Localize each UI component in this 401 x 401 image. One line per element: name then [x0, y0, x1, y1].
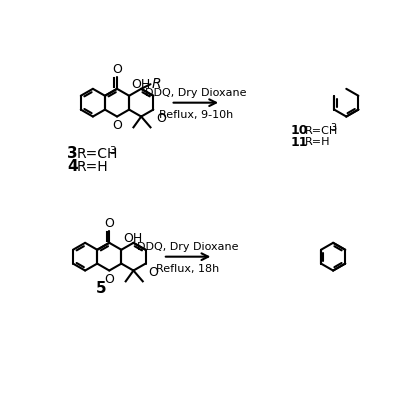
Text: R=H: R=H	[304, 137, 329, 147]
Text: OH: OH	[131, 77, 150, 90]
Text: O: O	[104, 272, 114, 286]
Text: DDQ, Dry Dioxane: DDQ, Dry Dioxane	[145, 87, 246, 97]
Text: DDQ, Dry Dioxane: DDQ, Dry Dioxane	[137, 241, 238, 251]
Text: O: O	[148, 265, 158, 278]
Text: 5: 5	[96, 280, 107, 295]
Text: R=CH: R=CH	[77, 146, 117, 160]
Text: 11: 11	[290, 136, 307, 148]
Text: O: O	[112, 119, 122, 132]
Text: O: O	[104, 216, 114, 229]
Text: Reflux, 9-10h: Reflux, 9-10h	[158, 109, 233, 119]
Text: 3: 3	[329, 123, 335, 133]
Text: OH: OH	[124, 231, 143, 244]
Text: 3: 3	[67, 146, 78, 161]
Text: 3: 3	[109, 146, 115, 156]
Text: 10: 10	[290, 124, 307, 137]
Text: R: R	[152, 77, 161, 91]
Text: R=H: R=H	[77, 160, 108, 173]
Text: O: O	[112, 63, 122, 75]
Text: Reflux, 18h: Reflux, 18h	[156, 263, 219, 273]
Text: R=CH: R=CH	[304, 126, 337, 135]
Text: O: O	[156, 112, 166, 125]
Text: 4: 4	[67, 159, 78, 174]
